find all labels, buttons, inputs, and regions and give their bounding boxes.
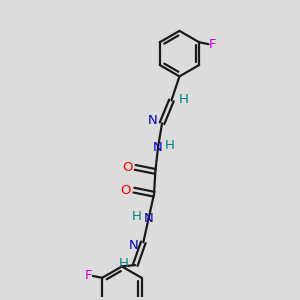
- Text: N: N: [148, 114, 158, 127]
- Text: O: O: [121, 184, 131, 197]
- Text: N: N: [143, 212, 153, 225]
- Text: N: N: [129, 238, 139, 251]
- Text: F: F: [209, 38, 216, 51]
- Text: H: H: [118, 257, 128, 270]
- Text: O: O: [122, 161, 133, 174]
- Text: H: H: [165, 140, 175, 152]
- Text: F: F: [85, 268, 93, 282]
- Text: H: H: [178, 93, 188, 106]
- Text: N: N: [153, 141, 162, 154]
- Text: H: H: [132, 210, 142, 224]
